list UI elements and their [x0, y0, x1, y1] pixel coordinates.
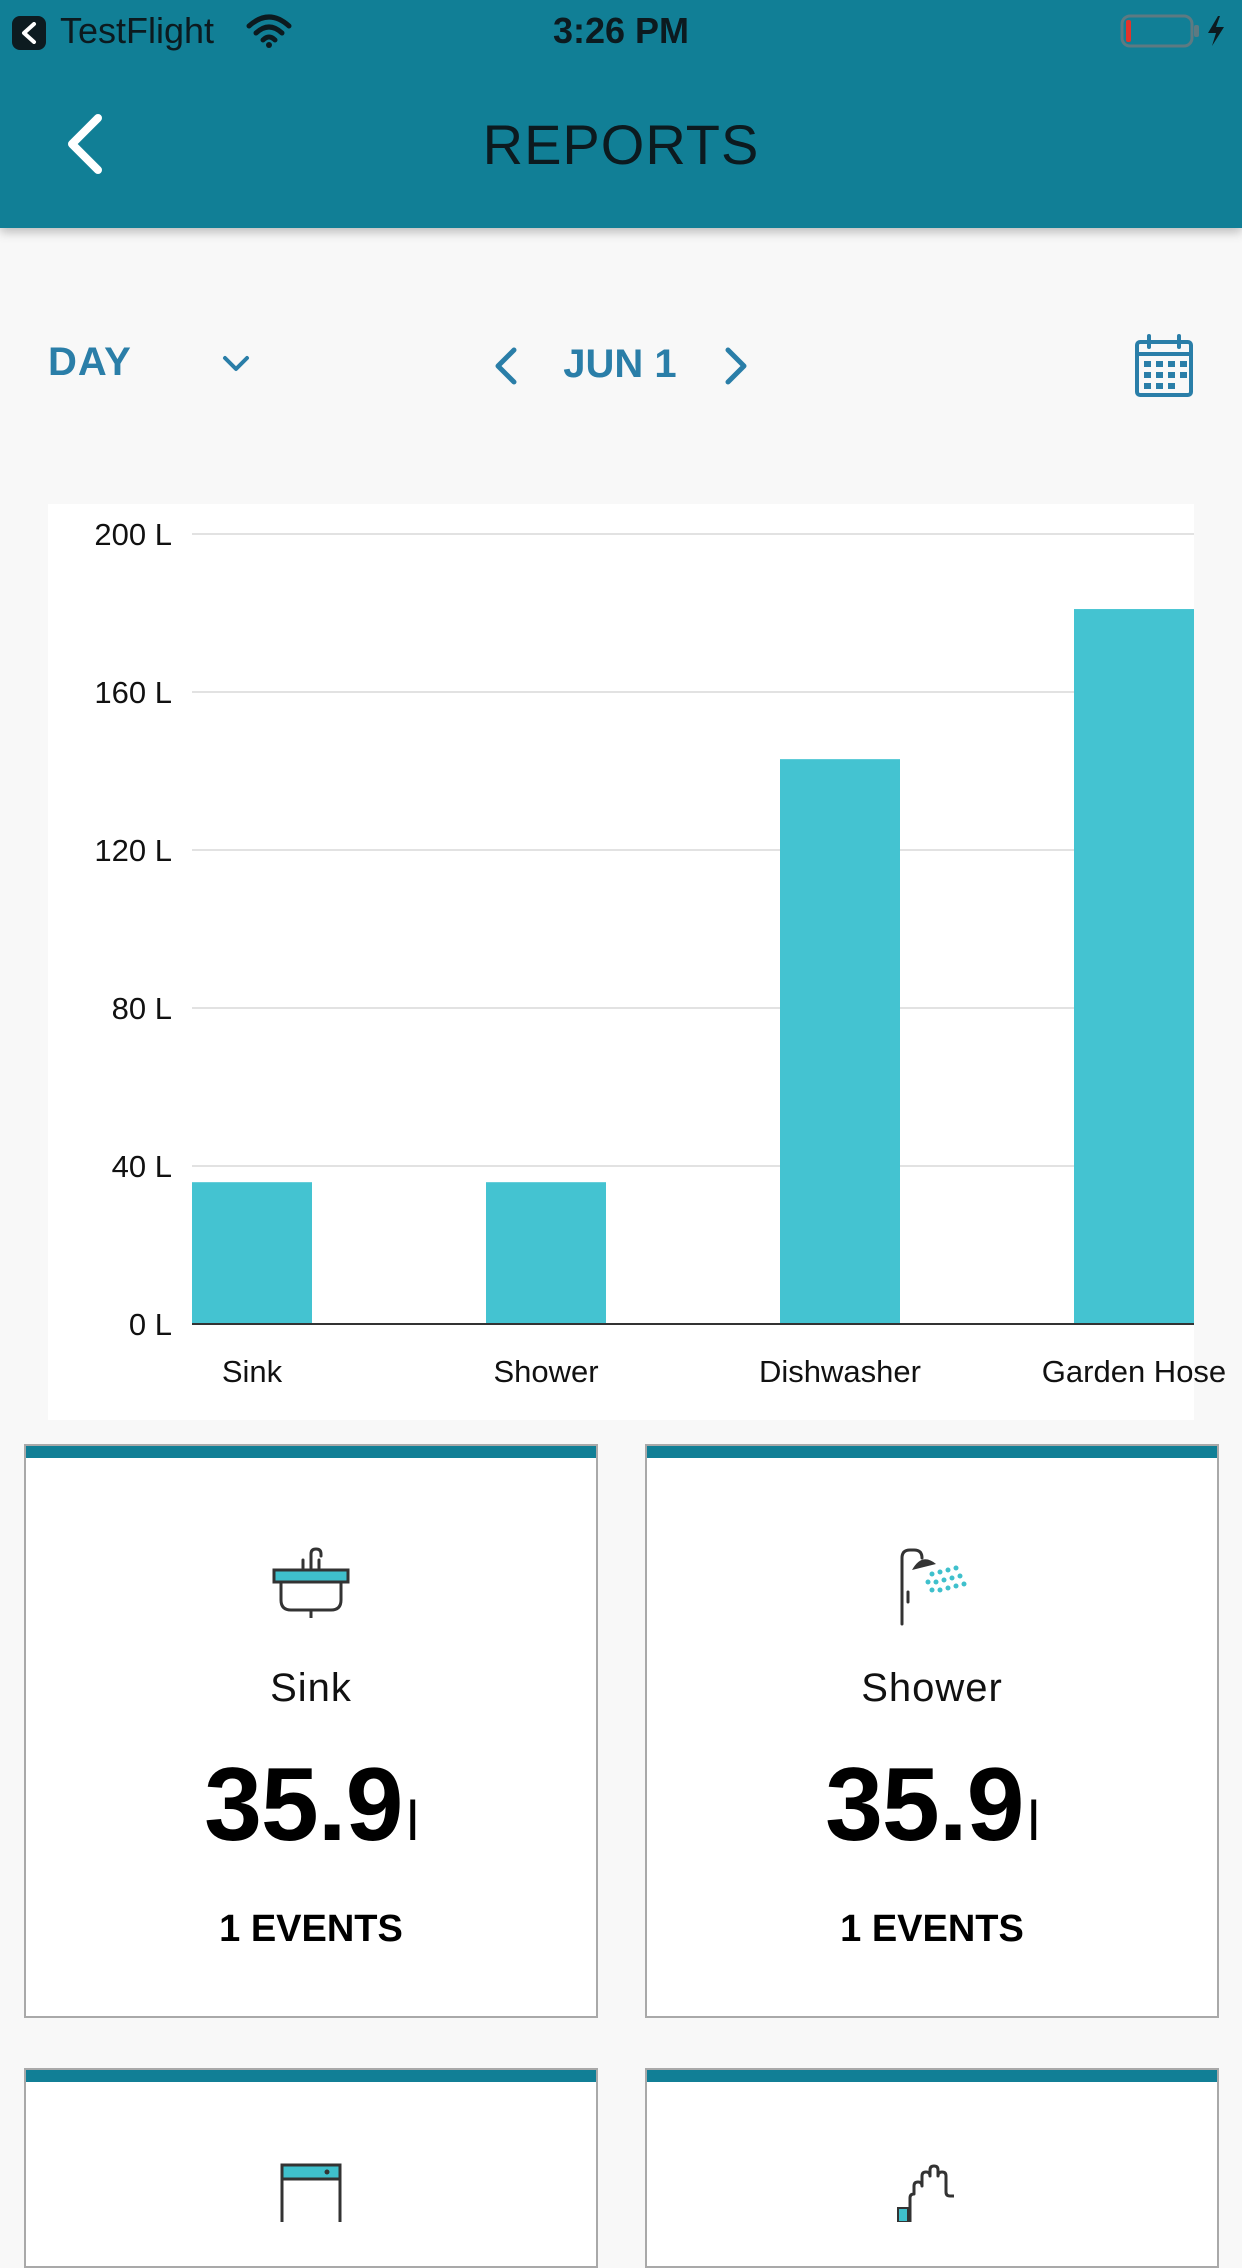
sink-icon	[272, 1547, 350, 1618]
usage-card-shower[interactable]: Shower 35.9l 1 EVENTS	[645, 1444, 1219, 2018]
chart-bar	[486, 1182, 606, 1324]
y-tick-label: 40 L	[112, 1149, 172, 1184]
garden-hose-icon	[897, 2164, 954, 2223]
dishwasher-icon	[280, 2163, 342, 2237]
card-value-unit: l	[406, 1789, 418, 1852]
chart-bar	[1074, 609, 1194, 1324]
x-tick-label: Sink	[222, 1354, 283, 1389]
card-accent-bar	[26, 1446, 596, 1458]
card-title: Shower	[861, 1666, 1003, 1710]
period-selector[interactable]: DAY	[48, 340, 132, 384]
shower-icon	[900, 1548, 967, 1626]
wifi-icon	[246, 14, 292, 48]
y-tick-label: 160 L	[94, 675, 172, 710]
x-tick-label: Dishwasher	[759, 1354, 921, 1389]
card-accent-bar	[26, 2070, 596, 2082]
chart-bar	[192, 1182, 312, 1324]
report-toolbar: DAY JUN 1	[0, 330, 1242, 400]
usage-chart: 0 L 40 L 80 L 120 L 160 L 200 L Sink Shower Dish…	[48, 504, 1226, 1420]
card-accent-bar	[647, 1446, 1217, 1458]
previous-date-button[interactable]	[492, 346, 520, 386]
card-value-unit: l	[1027, 1789, 1039, 1852]
carrier-label: TestFlight	[60, 10, 215, 51]
app-header: TestFlight 3:26 PM REPORTS	[0, 0, 1242, 228]
next-date-button[interactable]	[722, 346, 750, 386]
card-accent-bar	[647, 2070, 1217, 2082]
card-value-number: 35.9	[204, 1747, 403, 1863]
x-tick-label: Garden Hose	[1042, 1354, 1226, 1389]
back-button[interactable]	[60, 112, 110, 176]
battery-icon	[1120, 14, 1224, 48]
card-icon-wrap	[26, 1546, 596, 1627]
card-value: 35.9l	[647, 1746, 1217, 1865]
card-icon-wrap	[26, 2162, 596, 2237]
chevron-down-icon[interactable]	[222, 354, 250, 374]
card-icon-wrap	[647, 1546, 1217, 1631]
card-value-number: 35.9	[825, 1747, 1024, 1863]
y-tick-label: 80 L	[112, 991, 172, 1026]
y-tick-label: 200 L	[94, 517, 172, 552]
usage-card-dishwasher[interactable]	[24, 2068, 598, 2268]
card-value: 35.9l	[26, 1746, 596, 1865]
usage-chart-svg: 0 L 40 L 80 L 120 L 160 L 200 L Sink Shower Dish…	[94, 517, 1226, 1389]
page-title: REPORTS	[482, 113, 760, 176]
chart-bar	[780, 759, 900, 1324]
y-tick-label: 120 L	[94, 833, 172, 868]
card-title: Sink	[270, 1666, 352, 1710]
status-time: 3:26 PM	[552, 10, 690, 51]
card-icon-wrap	[647, 2162, 1217, 2227]
back-to-app-icon	[22, 22, 36, 44]
usage-card-sink[interactable]: Sink 35.9l 1 EVENTS	[24, 1444, 598, 2018]
card-events: 1 EVENTS	[219, 1908, 403, 1950]
card-events: 1 EVENTS	[840, 1908, 1024, 1950]
usage-card-garden-hose[interactable]	[645, 2068, 1219, 2268]
back-to-app-button[interactable]	[12, 16, 46, 50]
calendar-icon[interactable]	[1134, 334, 1194, 398]
y-tick-label: 0 L	[129, 1307, 172, 1342]
date-label: JUN 1	[563, 342, 677, 386]
x-tick-label: Shower	[493, 1354, 598, 1389]
status-bar: TestFlight 3:26 PM	[0, 0, 1242, 60]
